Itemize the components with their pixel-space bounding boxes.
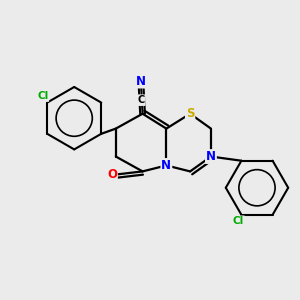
Text: N: N	[161, 159, 171, 172]
Text: S: S	[186, 107, 194, 120]
Text: N: N	[206, 150, 216, 163]
Text: O: O	[107, 168, 117, 181]
Text: N: N	[136, 74, 146, 88]
Text: Cl: Cl	[233, 216, 244, 226]
Text: C: C	[137, 95, 145, 105]
Text: Cl: Cl	[37, 91, 48, 101]
